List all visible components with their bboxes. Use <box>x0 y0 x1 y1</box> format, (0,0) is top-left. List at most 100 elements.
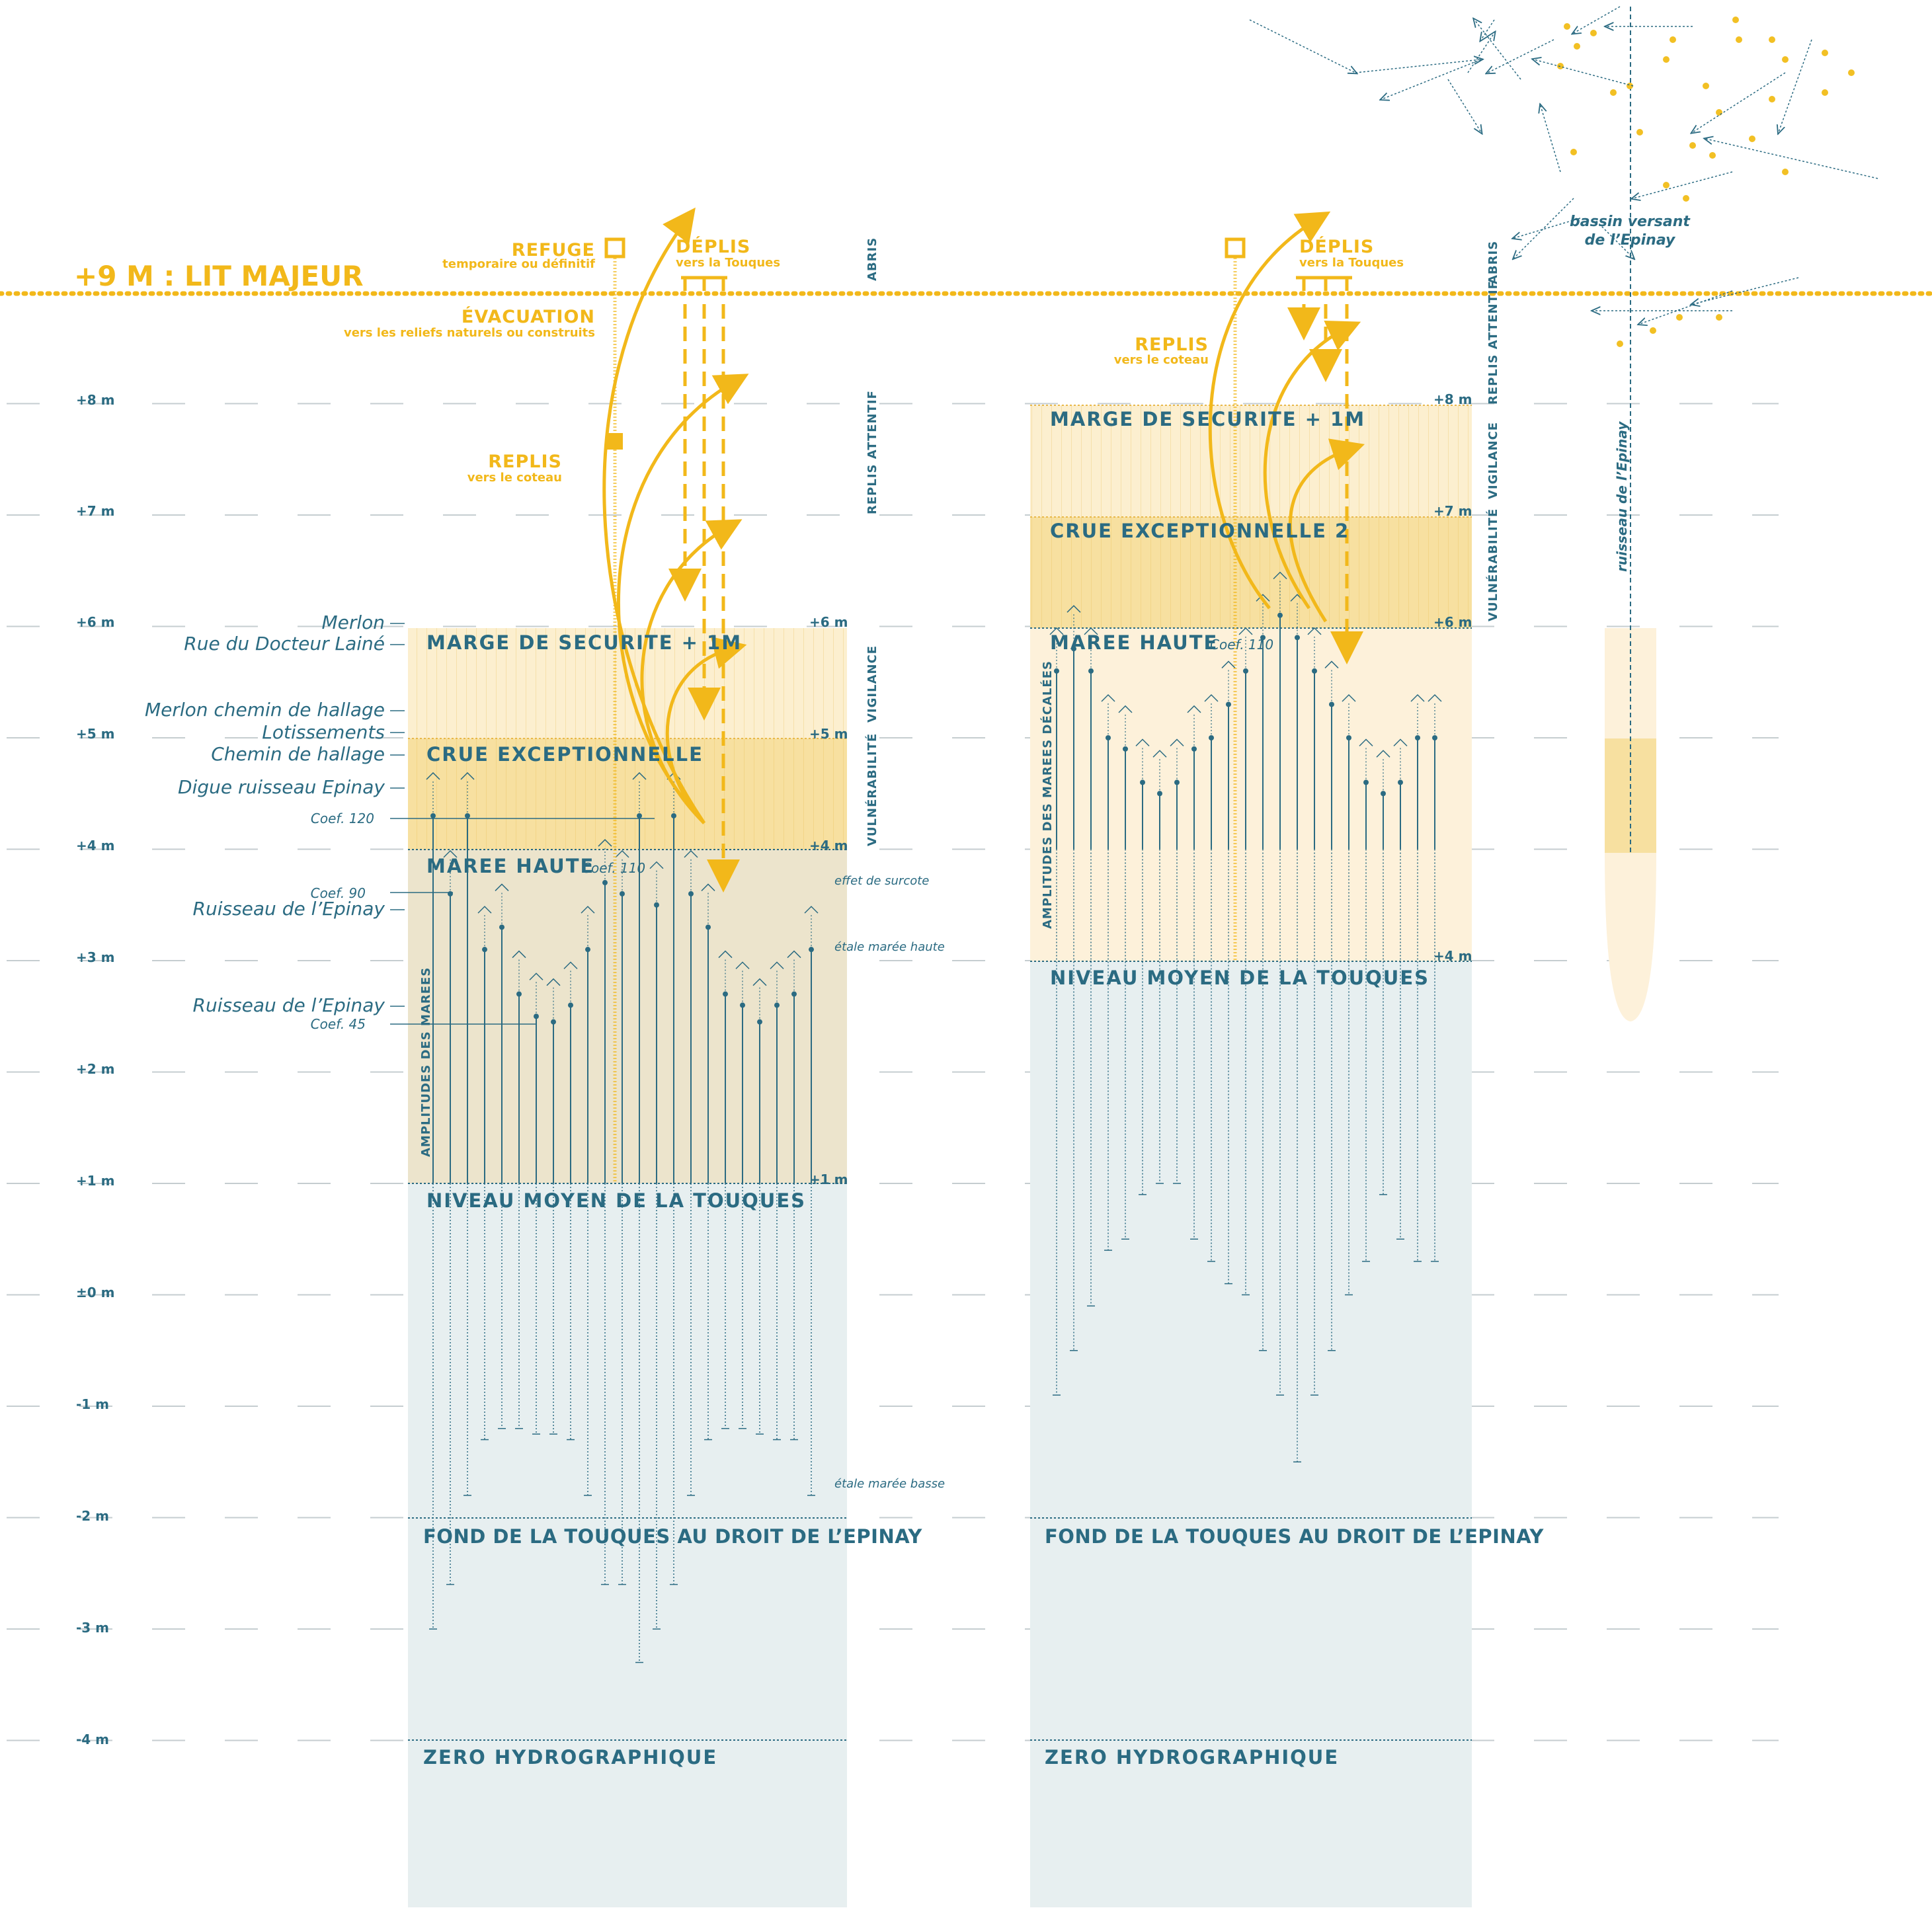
tide-chevron <box>718 950 733 959</box>
flow-arrow <box>1693 277 1799 304</box>
refuge-label: REFUGE <box>512 240 595 260</box>
flow-arrow <box>1779 39 1812 132</box>
tide-chevron <box>512 950 526 959</box>
flow-arrow <box>1481 19 1495 40</box>
right-safety-label: MARGE DE SECURITE + 1M <box>1050 408 1365 430</box>
object-label: Ruisseau de l’Epinay <box>193 994 385 1016</box>
tide-chevron <box>632 772 647 780</box>
left-tide-coef: Coef. 110 <box>582 860 645 876</box>
tide-chevron <box>460 772 475 780</box>
tide-chevron <box>752 978 767 986</box>
coef-label: Coef. 120 <box>311 811 374 826</box>
tide-chevron <box>1152 750 1167 758</box>
refuge-icon <box>604 237 625 259</box>
note-etale-basse: étale marée basse <box>834 1477 945 1491</box>
left-tide-stems <box>426 772 819 1663</box>
edge-label: +5 m <box>809 726 848 742</box>
right-tide-coef: Coef. 110 <box>1210 637 1273 653</box>
stream-epinay <box>1605 7 1656 1021</box>
tide-chevron <box>529 973 543 980</box>
evacuation-label: ÉVACUATION <box>462 306 595 327</box>
tide-chevron <box>787 950 801 959</box>
deplis-icon-right <box>1296 276 1352 291</box>
watershed-dot <box>1716 314 1722 321</box>
watershed-dot <box>1650 327 1656 334</box>
deplis-sub: vers la Touques <box>676 256 780 270</box>
left-bottom-label: FOND DE LA TOUQUES AU DROIT DE L’EPINAY <box>423 1525 922 1548</box>
flow-arrow <box>1693 72 1786 132</box>
right-strategy-labels: DÉPLIS vers la Touques REPLIS vers le co… <box>1114 236 1404 367</box>
deplis-icon <box>681 276 727 291</box>
tide-chevron <box>443 850 458 858</box>
deplis-label-right: DÉPLIS <box>1299 236 1374 257</box>
watershed-dot <box>1670 36 1676 43</box>
tide-chevron <box>426 772 440 780</box>
title: +9 M : LIT MAJEUR <box>74 260 364 292</box>
object-label: Merlon <box>321 612 385 633</box>
left-tide-band <box>408 850 847 1183</box>
tide-chevron <box>1187 705 1201 713</box>
tide-chevron <box>1428 694 1442 702</box>
side-abris-right: ABRIS <box>1486 241 1500 284</box>
tide-chevron <box>598 838 612 847</box>
tide-chevron <box>1256 594 1270 602</box>
right-water-band <box>1030 961 1472 1907</box>
flow-arrow <box>1541 106 1561 173</box>
axis-label: +5 m <box>76 726 114 742</box>
side-replis: REPLIS ATTENTIF <box>865 390 879 514</box>
deplis-label: DÉPLIS <box>676 236 750 257</box>
side-abris: ABRIS <box>865 237 879 281</box>
watershed-dot <box>1663 56 1670 63</box>
right-hatch <box>1030 405 1472 628</box>
tide-chevron <box>735 961 750 969</box>
watershed-dot <box>1822 50 1828 56</box>
flow-arrow <box>1474 20 1521 80</box>
watershed-dot <box>1636 129 1643 136</box>
tide-chevron <box>1204 694 1219 702</box>
replis-label-right: REPLIS <box>1135 335 1209 355</box>
axis-label: -4 m <box>76 1731 109 1747</box>
tide-chevron <box>1410 694 1425 702</box>
coef-label: Coef. 45 <box>311 1016 366 1032</box>
axis-label: +3 m <box>76 949 114 965</box>
object-label: Digue ruisseau Epinay <box>178 776 385 798</box>
tide-chevron <box>1135 738 1150 746</box>
flow-arrow <box>1593 218 1633 258</box>
axis-label: +8 m <box>76 392 114 408</box>
tide-chevron <box>1101 694 1115 702</box>
tide-chevron <box>615 850 629 858</box>
watershed-dot <box>1782 56 1789 63</box>
right-column <box>1030 405 1472 1907</box>
right-tide-label: MAREE HAUTE <box>1050 631 1218 654</box>
edge-label: +8 m <box>1433 391 1472 407</box>
object-label: Lotissements <box>262 721 385 743</box>
watershed-dot <box>1716 109 1722 116</box>
left-flood-label: CRUE EXCEPTIONNELLE <box>426 743 704 766</box>
left-water-band <box>408 1183 847 1907</box>
edge-label: +4 m <box>809 838 848 854</box>
edge-label: +7 m <box>1433 503 1472 519</box>
tide-chevron <box>1084 627 1098 635</box>
right-bottom-label: FOND DE LA TOUQUES AU DROIT DE L’EPINAY <box>1045 1525 1544 1548</box>
flow-arrow <box>1706 139 1878 179</box>
tide-chevron <box>804 906 819 914</box>
refuge-icon-right <box>1225 237 1246 259</box>
axis-label: -2 m <box>76 1508 109 1524</box>
watershed-dot <box>1574 43 1580 50</box>
watershed-dot <box>1570 149 1577 155</box>
right-edge-labels: +8 m +7 m +6 m +4 m <box>1433 391 1472 964</box>
axis-label: +1 m <box>76 1173 114 1189</box>
right-amplitude-label: AMPLITUDES DES MAREES DÉCALÉES <box>1040 660 1055 929</box>
level-grid <box>7 403 1779 1741</box>
axis-label: +2 m <box>76 1061 114 1077</box>
watershed-dot <box>1676 314 1683 321</box>
right-flood-label: CRUE EXCEPTIONNELLE 2 <box>1050 520 1349 542</box>
tide-chevron <box>1359 738 1373 746</box>
flow-arrow <box>1355 60 1481 73</box>
side-vigilance: VIGILANCE <box>865 645 879 723</box>
axis-label: +7 m <box>76 503 114 519</box>
tide-chevron <box>684 850 698 858</box>
tide-chevron <box>477 906 492 914</box>
